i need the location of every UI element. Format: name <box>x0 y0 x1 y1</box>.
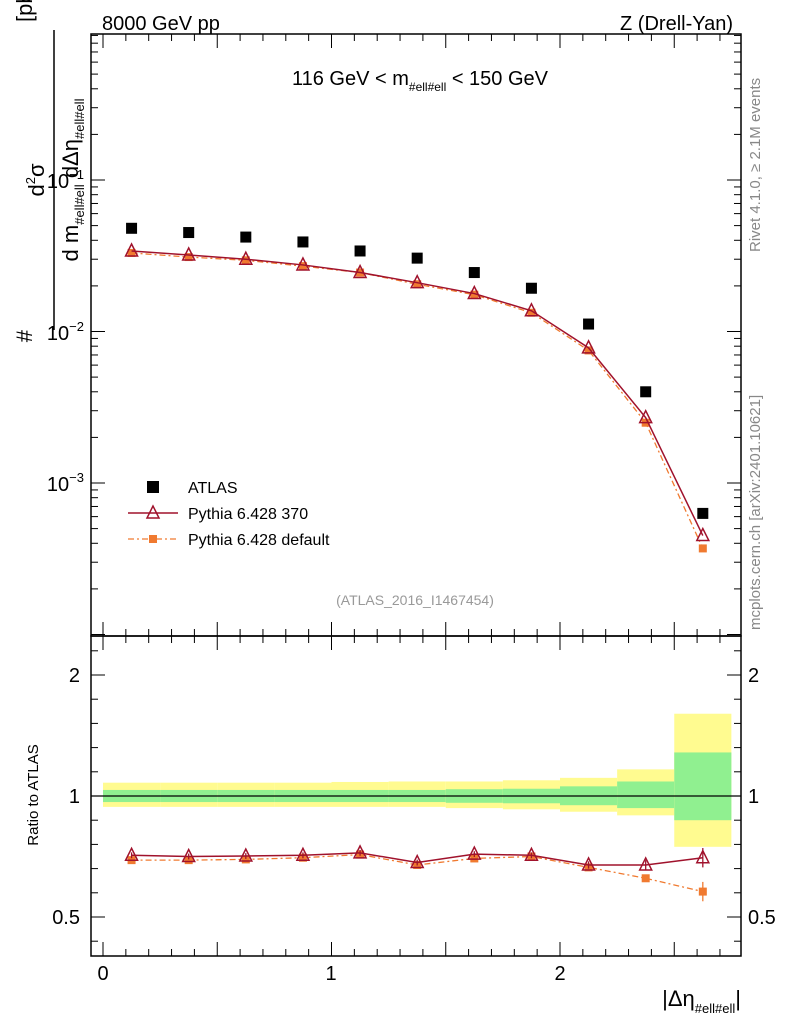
ratio-panel: Ratio to ATLAS 2 1 0.5 2 1 0.5 0 1 2 |Δη… <box>25 635 776 1016</box>
main-plot-area <box>124 222 711 553</box>
ratio-py370-point <box>124 846 139 862</box>
py370-point <box>695 526 711 542</box>
ratio-pydef-point <box>698 887 707 896</box>
xtick-label-0: 0 <box>97 963 108 985</box>
atlas-point <box>183 227 195 239</box>
svg-text:[pb/GeV]: [pb/GeV] <box>12 0 37 22</box>
x-axis-title: |Δη#ell#ell| <box>662 986 741 1016</box>
analysis-label: (ATLAS_2016_I1467454) <box>336 592 494 608</box>
y-tick-label-1e-2: 10−2 <box>47 319 84 345</box>
plot-title: 116 GeV < m#ell#ell < 150 GeV <box>292 68 549 94</box>
ratio-pydef-point <box>241 855 250 864</box>
ratio-py370-point <box>581 856 596 871</box>
ratio-py370-point <box>352 844 368 859</box>
atlas-point <box>583 318 595 330</box>
py370-point <box>124 242 139 257</box>
ratio-pydef-line <box>131 853 703 893</box>
ratio-py370-point <box>238 847 254 862</box>
ratio-py370-point <box>467 845 482 860</box>
pydef-point <box>698 544 707 553</box>
py370-point <box>181 246 196 261</box>
pydef-point <box>527 308 536 317</box>
ratio-pydef-point <box>641 874 650 883</box>
py370-line <box>131 250 704 536</box>
py370-point <box>581 339 596 354</box>
pydef-line <box>131 252 704 549</box>
pydef-point <box>298 262 307 271</box>
py370-point <box>409 274 425 289</box>
py370-point <box>467 284 482 300</box>
svg-text:d2σ: d2σ <box>23 163 49 196</box>
legend-py370-label: Pythia 6.428 370 <box>188 506 308 523</box>
pydef-point <box>127 248 136 257</box>
ratio-ytick-right-2: 2 <box>748 665 759 687</box>
ratio-ticks <box>91 636 741 956</box>
atlas-point <box>411 252 423 264</box>
y-tick-label-1e-3: 10−3 <box>47 470 84 496</box>
process-label: Z (Drell-Yan) <box>620 13 733 35</box>
ratio-py370-point <box>524 846 539 862</box>
atlas-point <box>640 386 652 398</box>
ratio-ytick-right-1: 1 <box>748 786 759 808</box>
pydef-point <box>184 253 193 262</box>
legend-atlas-label: ATLAS <box>188 480 238 497</box>
main-ticks <box>91 34 741 636</box>
ratio-plot-area <box>124 844 711 902</box>
ratio-bands <box>103 713 732 847</box>
pydef-point <box>413 280 422 289</box>
py370-point <box>295 256 311 271</box>
ratio-ytick-left-1: 1 <box>69 786 80 808</box>
legend-py370-marker <box>145 504 161 519</box>
ratio-stat-band <box>617 781 675 809</box>
svg-text:d m#ell#ell dΔη#ell#ell: d m#ell#ell dΔη#ell#ell <box>58 98 87 261</box>
xtick-label-1: 1 <box>325 963 336 985</box>
py370-point <box>638 408 653 424</box>
ratio-py370-point <box>295 846 311 862</box>
atlas-point <box>468 267 480 279</box>
ratio-py370-point <box>695 849 711 864</box>
py370-point <box>352 263 368 279</box>
ratio-pydef-point <box>184 856 193 865</box>
ratio-py370-point <box>638 856 653 871</box>
ratio-ytick-left-2: 2 <box>69 665 80 687</box>
pydef-point <box>241 256 250 265</box>
legend: ATLAS Pythia 6.428 370 Pythia 6.428 defa… <box>128 480 330 549</box>
ratio-py370-point <box>181 847 196 863</box>
y-axis-title: d2σ d m#ell#ell dΔη#ell#ell # [pb/GeV] <box>12 0 87 342</box>
svg-text:#: # <box>12 329 37 342</box>
atlas-point <box>354 245 366 257</box>
legend-pydef-marker <box>149 535 157 543</box>
py370-point <box>524 302 539 317</box>
ratio-ytick-right-05: 0.5 <box>748 907 776 929</box>
energy-label: 8000 GeV pp <box>102 13 220 35</box>
legend-atlas-marker <box>147 481 159 493</box>
pydef-point <box>584 346 593 355</box>
pydef-point <box>470 290 479 299</box>
py370-point <box>238 250 254 265</box>
ratio-ytick-left-05: 0.5 <box>52 907 80 929</box>
xtick-label-2: 2 <box>554 963 565 985</box>
atlas-point <box>697 507 709 519</box>
atlas-point <box>297 236 309 248</box>
ratio-py370-point <box>409 853 425 869</box>
legend-pydef-label: Pythia 6.428 default <box>188 532 330 549</box>
main-panel: 10−1 10−2 10−3 116 GeV < m#ell#ell < 150… <box>12 0 742 637</box>
atlas-point <box>126 222 138 234</box>
ratio-ylabel: Ratio to ATLAS <box>25 744 42 845</box>
mcplots-label: mcplots.cern.ch [arXiv:2401.10621] <box>747 395 764 630</box>
atlas-point <box>240 231 252 243</box>
ratio-stat-band <box>674 752 732 821</box>
rivet-label: Rivet 4.1.0, ≥ 2.1M events <box>747 78 764 252</box>
y-tick-label-1e-1: 10−1 <box>47 167 84 193</box>
atlas-point <box>525 282 537 294</box>
